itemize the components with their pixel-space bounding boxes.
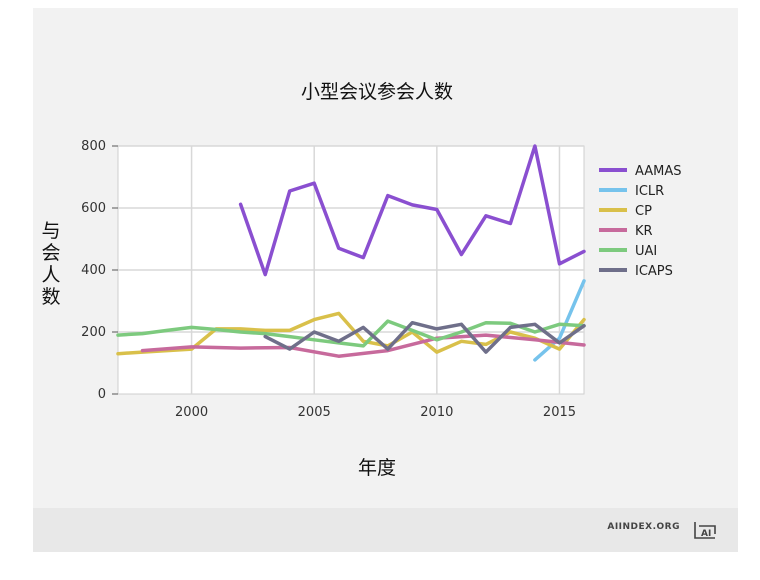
footer-bar: AIINDEX.ORG AI bbox=[33, 508, 738, 552]
y-tick-label: 0 bbox=[98, 387, 106, 402]
series-line-kr bbox=[140, 333, 586, 358]
y-tick-label: 400 bbox=[81, 263, 106, 278]
legend-label-icaps[interactable]: ICAPS bbox=[635, 264, 673, 279]
x-axis-title: 年度 bbox=[358, 457, 396, 479]
series-line-iclr bbox=[533, 279, 586, 362]
legend-label-kr[interactable]: KR bbox=[635, 224, 653, 239]
x-tick-label: 2015 bbox=[543, 405, 576, 420]
y-tick-label: 800 bbox=[81, 139, 106, 154]
chart: 小型会议参会人数 2000 2005 2010 2015 0 200 400 600 800 A… bbox=[41, 81, 682, 479]
series-line-uai bbox=[116, 319, 586, 348]
x-tick-label: 2010 bbox=[420, 405, 453, 420]
y-tick-label: 600 bbox=[81, 201, 106, 216]
chart-title: 小型会议参会人数 bbox=[301, 81, 453, 103]
svg-text:AI: AI bbox=[701, 529, 711, 539]
series-line-icaps bbox=[263, 320, 586, 354]
y-axis-title: 与会人数 bbox=[41, 220, 60, 308]
legend: AAMAS ICLR CP KR UAI ICAPS bbox=[599, 164, 682, 279]
footer-brand[interactable]: AIINDEX.ORG bbox=[607, 522, 680, 532]
legend-label-cp[interactable]: CP bbox=[635, 204, 652, 219]
x-tick-label: 2005 bbox=[298, 405, 331, 420]
axes: 2000 2005 2010 2015 0 200 400 600 800 bbox=[81, 139, 576, 420]
y-tick-label: 200 bbox=[81, 325, 106, 340]
legend-label-aamas[interactable]: AAMAS bbox=[635, 164, 682, 179]
legend-label-iclr[interactable]: ICLR bbox=[635, 184, 664, 199]
series-group bbox=[116, 144, 586, 362]
x-tick-label: 2000 bbox=[175, 405, 208, 420]
legend-label-uai[interactable]: UAI bbox=[635, 244, 657, 259]
series-line-aamas bbox=[238, 144, 586, 277]
ai-index-logo-icon: AI bbox=[694, 522, 716, 539]
